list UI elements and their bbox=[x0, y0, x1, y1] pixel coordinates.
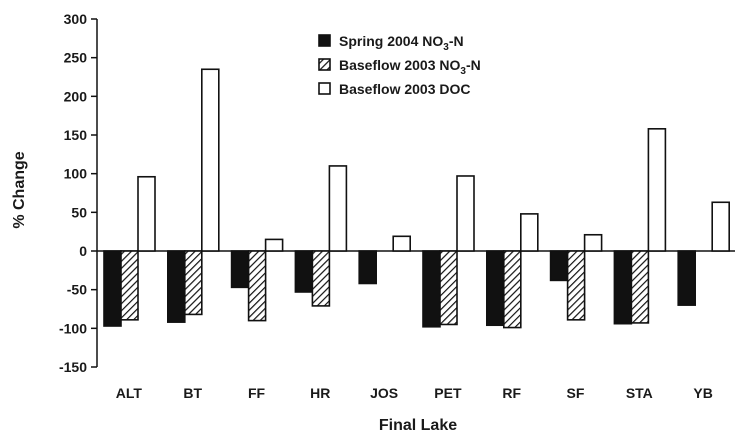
bar-sta-series-2 bbox=[630, 250, 650, 324]
legend-entry-subscript: 3 bbox=[443, 42, 449, 53]
y-tick-label: 250 bbox=[64, 50, 88, 66]
bar-ff-series-2 bbox=[247, 250, 267, 322]
chart-bars bbox=[103, 68, 731, 329]
x-tick-label: HR bbox=[310, 385, 330, 401]
bar-jos-series-1 bbox=[358, 250, 378, 285]
bar-hr-series-1 bbox=[294, 250, 314, 293]
x-axis-label: Final Lake bbox=[379, 417, 457, 434]
bar-sta-series-3 bbox=[647, 128, 667, 252]
legend-entry: Baseflow 2003 NO3-N bbox=[339, 57, 481, 77]
x-tick-label: JOS bbox=[370, 385, 398, 401]
y-axis-label: % Change bbox=[11, 151, 28, 228]
x-tick-label: ALT bbox=[116, 385, 143, 401]
legend-entry-main: Baseflow 2003 NO bbox=[339, 57, 460, 73]
bar-bt-series-3 bbox=[201, 68, 220, 252]
legend-swatch bbox=[318, 34, 331, 47]
legend-entry: Spring 2004 NO3-N bbox=[339, 33, 464, 53]
bar-pet-series-3 bbox=[456, 175, 475, 252]
x-tick-label: RF bbox=[502, 385, 521, 401]
bar-alt-series-3 bbox=[137, 175, 156, 252]
legend-swatch bbox=[318, 82, 331, 95]
y-tick-label: 200 bbox=[64, 88, 88, 104]
bar-hr-series-2 bbox=[311, 250, 331, 307]
bar-pet-series-2 bbox=[439, 250, 458, 326]
bar-rf-series-1 bbox=[485, 250, 505, 327]
x-tick-label: STA bbox=[626, 385, 653, 401]
x-tick-label: BT bbox=[183, 385, 202, 401]
bar-alt-series-2 bbox=[120, 250, 139, 321]
bar-sf-series-2 bbox=[566, 250, 586, 321]
legend-entry: Baseflow 2003 DOC bbox=[339, 81, 471, 97]
bar-bt-series-1 bbox=[167, 250, 186, 323]
bar-jos-series-3 bbox=[392, 235, 412, 252]
x-tick-label: SF bbox=[567, 385, 585, 401]
legend-entry-main: Baseflow 2003 DOC bbox=[339, 81, 471, 97]
y-tick-label: 100 bbox=[64, 166, 88, 182]
bar-ff-series-3 bbox=[264, 238, 284, 252]
bar-hr-series-3 bbox=[328, 165, 348, 252]
bar-yb-series-3 bbox=[711, 201, 731, 252]
bar-sta-series-1 bbox=[613, 250, 633, 325]
x-tick-label: FF bbox=[248, 385, 266, 401]
bar-alt-series-1 bbox=[103, 250, 122, 327]
bar-pet-series-1 bbox=[422, 250, 441, 328]
bar-sf-series-3 bbox=[583, 233, 603, 252]
bar-sf-series-1 bbox=[549, 250, 569, 282]
y-tick-label: 150 bbox=[64, 127, 88, 143]
x-tick-label: YB bbox=[693, 385, 712, 401]
y-tick-label: 300 bbox=[64, 11, 88, 27]
chart-tick-labels: 300 250 200 150 100 50 0 -50 -100 -150 ALT BT FF HR JO… bbox=[59, 11, 713, 401]
bar-ff-series-1 bbox=[230, 250, 250, 289]
y-tick-label: 0 bbox=[79, 243, 87, 259]
bar-yb-series-1 bbox=[677, 250, 697, 306]
bar-bt-series-2 bbox=[184, 250, 203, 316]
legend-entry-tail: -N bbox=[466, 57, 481, 73]
bar-rf-series-3 bbox=[519, 213, 539, 252]
y-tick-label: 50 bbox=[71, 204, 87, 220]
legend-entry-tail: -N bbox=[449, 33, 464, 49]
y-tick-label: -50 bbox=[67, 282, 87, 298]
bar-rf-series-2 bbox=[502, 250, 522, 329]
y-tick-label: -150 bbox=[59, 359, 87, 375]
legend-swatch bbox=[318, 58, 331, 71]
legend-entry-main: Spring 2004 NO bbox=[339, 33, 443, 49]
legend-entry-subscript: 3 bbox=[460, 66, 466, 77]
y-tick-label: -100 bbox=[59, 320, 87, 336]
x-tick-label: PET bbox=[434, 385, 462, 401]
